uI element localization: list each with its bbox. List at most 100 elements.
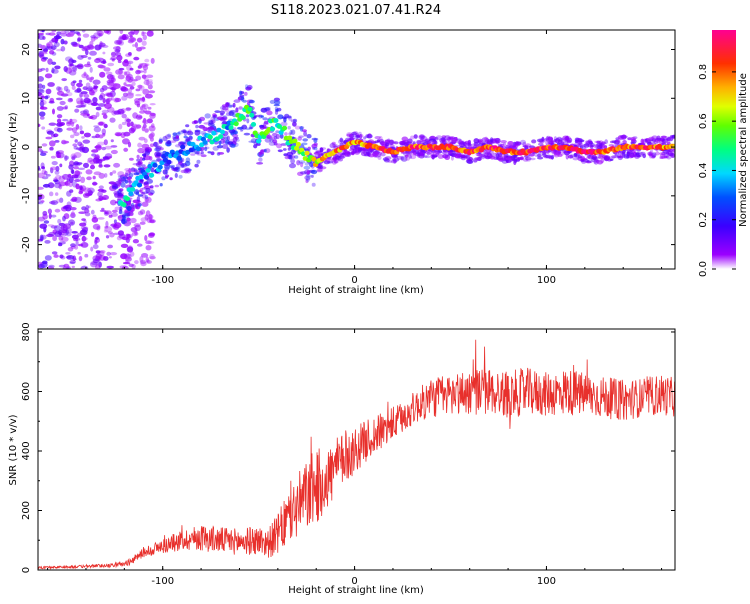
heatmap-cell xyxy=(233,121,239,127)
heatmap-cell xyxy=(547,137,554,141)
heatmap-cell xyxy=(333,145,337,148)
heatmap-cell xyxy=(661,138,669,144)
heatmap-cell xyxy=(155,145,162,152)
heatmap-cell xyxy=(137,211,144,216)
heatmap-cell xyxy=(596,160,604,165)
heatmap-cell xyxy=(553,152,560,158)
heatmap-cell xyxy=(92,97,98,103)
heatmap-cell xyxy=(96,30,104,36)
heatmap-y-tick-label: -20 xyxy=(21,236,32,252)
heatmap-cell xyxy=(158,139,164,143)
heatmap-cell xyxy=(651,152,657,158)
heatmap-cell xyxy=(132,124,140,130)
heatmap-cell xyxy=(77,141,83,147)
heatmap-cell xyxy=(60,38,65,45)
heatmap-cell xyxy=(74,139,78,143)
heatmap-cell xyxy=(258,157,263,162)
heatmap-cell xyxy=(282,148,287,151)
snr-frame xyxy=(37,328,676,571)
heatmap-cell xyxy=(70,243,76,248)
heatmap-cell xyxy=(98,195,104,201)
heatmap-cell xyxy=(124,212,130,219)
heatmap-cell xyxy=(51,251,58,255)
heatmap-cell xyxy=(360,151,368,157)
heatmap-cell xyxy=(149,81,153,85)
heatmap-cell xyxy=(127,52,132,56)
heatmap-cell xyxy=(211,130,217,136)
heatmap-cell xyxy=(155,145,163,150)
heatmap-cell xyxy=(280,121,288,127)
heatmap-cell xyxy=(73,31,80,34)
heatmap-cell xyxy=(72,155,77,159)
heatmap-cell xyxy=(118,209,123,215)
heatmap-cell xyxy=(51,69,59,74)
heatmap-cell xyxy=(497,153,503,157)
heatmap-cell xyxy=(550,139,554,145)
heatmap-cell xyxy=(50,155,56,159)
heatmap-cell xyxy=(502,155,508,161)
heatmap-cell xyxy=(339,153,345,158)
heatmap-cell xyxy=(125,73,133,79)
heatmap-cell xyxy=(138,63,143,67)
heatmap-cell xyxy=(113,162,121,168)
heatmap-cell xyxy=(586,159,590,163)
heatmap-x-tick-label: 0 xyxy=(351,275,357,286)
heatmap-cell xyxy=(172,167,180,170)
heatmap-cell xyxy=(355,135,360,138)
heatmap-cell xyxy=(79,125,83,131)
heatmap-cell xyxy=(120,243,129,248)
heatmap-cell xyxy=(210,151,215,156)
heatmap-cell xyxy=(473,159,478,163)
heatmap-cell xyxy=(69,261,76,265)
heatmap-cell xyxy=(85,82,91,88)
heatmap-cell xyxy=(240,115,246,120)
heatmap-cell xyxy=(424,155,431,159)
heatmap-cell xyxy=(232,133,239,138)
heatmap-cell xyxy=(162,169,168,175)
heatmap-cell xyxy=(134,169,138,172)
heatmap-cell xyxy=(346,132,353,138)
heatmap-cell xyxy=(144,128,149,133)
heatmap-cell xyxy=(51,214,57,218)
heatmap-cell xyxy=(76,63,84,70)
heatmap-cell xyxy=(306,134,312,139)
heatmap-cell xyxy=(129,86,135,90)
heatmap-cell xyxy=(264,137,272,143)
heatmap-cell xyxy=(145,74,154,79)
heatmap-cell xyxy=(49,100,55,104)
heatmap-cell xyxy=(275,133,280,140)
heatmap-cell xyxy=(72,66,78,73)
heatmap-cell xyxy=(136,154,140,159)
heatmap-cell xyxy=(59,30,67,35)
heatmap-cell xyxy=(141,31,145,37)
heatmap-cell xyxy=(79,93,86,97)
heatmap-cell xyxy=(49,50,55,55)
heatmap-cell xyxy=(95,236,99,240)
heatmap-cell xyxy=(659,153,666,159)
heatmap-cell xyxy=(566,140,572,144)
heatmap-cell xyxy=(107,97,113,102)
heatmap-cell xyxy=(178,174,183,179)
heatmap-cell xyxy=(365,134,370,139)
heatmap-cell xyxy=(129,67,134,71)
heatmap-cell xyxy=(545,154,552,159)
heatmap-cell xyxy=(119,30,124,35)
heatmap-cell xyxy=(129,157,134,161)
heatmap-cell xyxy=(77,232,82,237)
heatmap-cell xyxy=(110,212,118,217)
heatmap-cell xyxy=(75,105,83,108)
heatmap-cell xyxy=(221,144,229,149)
heatmap-cell xyxy=(127,245,133,252)
heatmap-cell xyxy=(40,116,45,120)
heatmap-cell xyxy=(473,138,480,144)
heatmap-cell xyxy=(591,156,596,160)
heatmap-cell xyxy=(70,81,76,87)
heatmap-cell xyxy=(357,146,363,151)
heatmap-cell xyxy=(38,172,45,179)
heatmap-cell xyxy=(280,143,287,146)
heatmap-cell xyxy=(117,192,123,197)
heatmap-cell xyxy=(128,172,134,178)
heatmap-cell xyxy=(132,204,139,209)
heatmap-cell xyxy=(494,152,502,155)
heatmap-cell xyxy=(407,138,413,144)
